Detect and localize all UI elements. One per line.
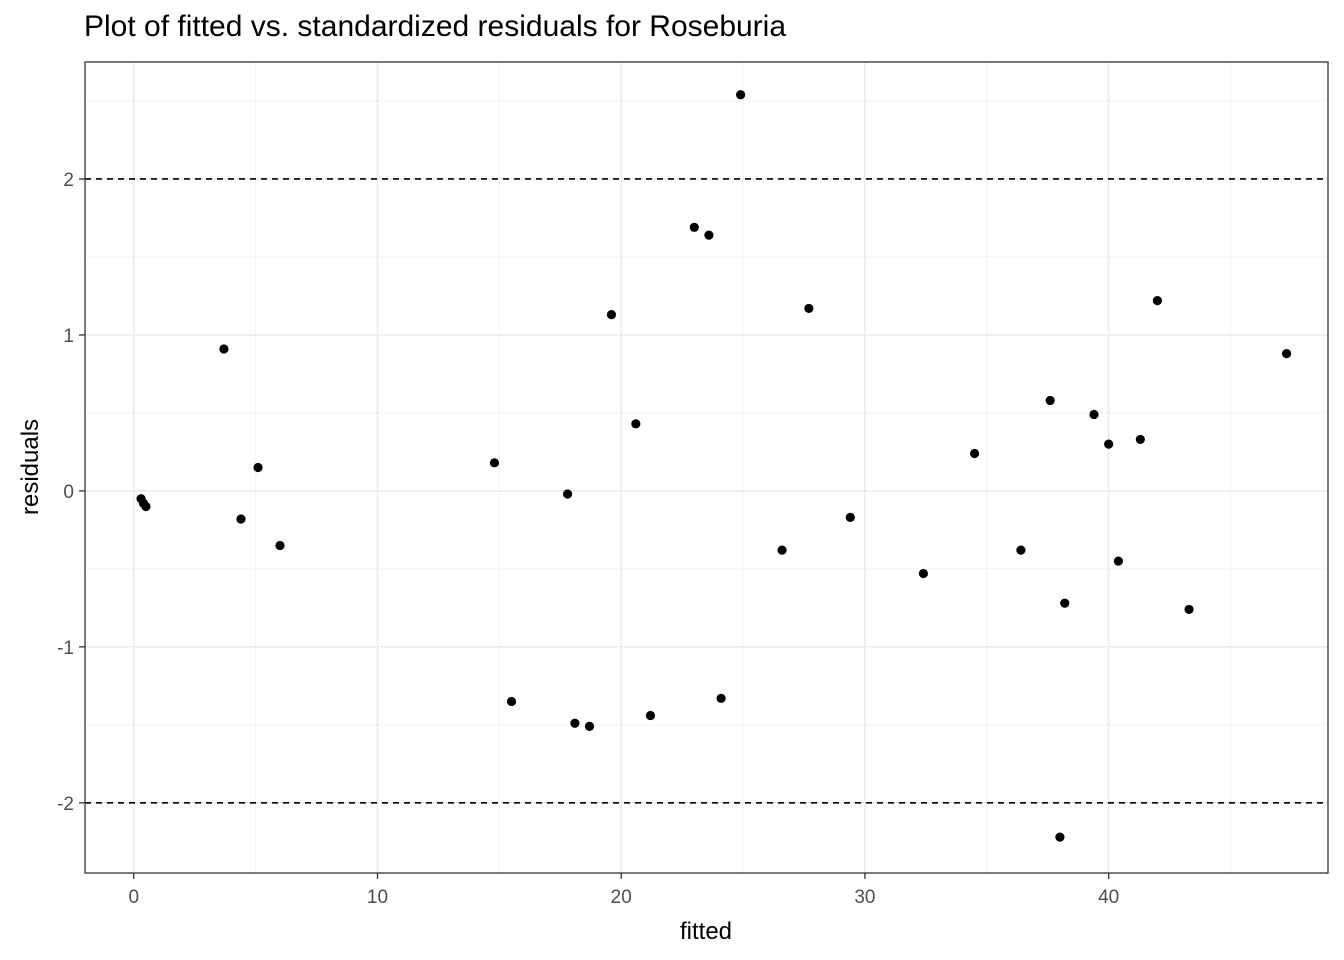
data-point bbox=[1016, 545, 1026, 555]
x-tick-label: 10 bbox=[367, 887, 388, 908]
data-point bbox=[736, 90, 746, 100]
reference-lines bbox=[85, 178, 1328, 804]
data-point bbox=[704, 230, 714, 240]
y-tick-label: 0 bbox=[63, 482, 74, 503]
data-point bbox=[845, 512, 855, 523]
data-point bbox=[1184, 604, 1194, 615]
data-point bbox=[1045, 395, 1055, 406]
data-point bbox=[141, 501, 151, 512]
data-point bbox=[219, 344, 229, 354]
data-point bbox=[631, 419, 641, 429]
data-point bbox=[1113, 556, 1123, 566]
data-point bbox=[645, 710, 656, 721]
x-axis-title: fitted bbox=[680, 918, 732, 945]
y-axis-title: residuals bbox=[17, 419, 44, 515]
data-point bbox=[253, 462, 263, 473]
data-point bbox=[584, 721, 595, 731]
y-tick-label: 1 bbox=[63, 326, 74, 347]
data-point bbox=[1060, 598, 1070, 608]
data-point bbox=[777, 545, 787, 555]
plot-border bbox=[84, 61, 1329, 874]
x-tick-label: 20 bbox=[611, 887, 632, 908]
data-point bbox=[969, 448, 980, 459]
plot-background bbox=[85, 62, 1328, 873]
data-point bbox=[1152, 296, 1162, 306]
x-tick-label: 0 bbox=[128, 887, 139, 908]
x-tick-label: 40 bbox=[1098, 887, 1119, 908]
y-tick-label: -1 bbox=[57, 638, 74, 659]
data-point bbox=[570, 718, 580, 728]
x-tick-label: 30 bbox=[854, 887, 875, 908]
data-point bbox=[1104, 439, 1114, 449]
data-point bbox=[918, 568, 929, 579]
data-point bbox=[1055, 832, 1065, 842]
data-point bbox=[716, 693, 726, 703]
data-point bbox=[804, 303, 814, 314]
data-points bbox=[136, 90, 1292, 842]
data-point bbox=[1135, 434, 1145, 445]
data-point bbox=[236, 514, 246, 524]
axes: 0 10 20 30 40 -2 -1 0 1 2 bbox=[57, 170, 1119, 908]
data-point bbox=[489, 458, 500, 468]
data-point bbox=[1281, 349, 1292, 359]
data-point bbox=[1089, 409, 1099, 420]
data-point bbox=[606, 310, 617, 320]
y-tick-label: -2 bbox=[57, 794, 74, 815]
data-point bbox=[275, 540, 285, 551]
data-point bbox=[689, 222, 699, 232]
y-tick-label: 2 bbox=[63, 170, 74, 191]
chart-title: Plot of fitted vs. standardized residual… bbox=[84, 10, 787, 43]
data-point bbox=[506, 696, 517, 707]
data-point bbox=[562, 489, 573, 499]
